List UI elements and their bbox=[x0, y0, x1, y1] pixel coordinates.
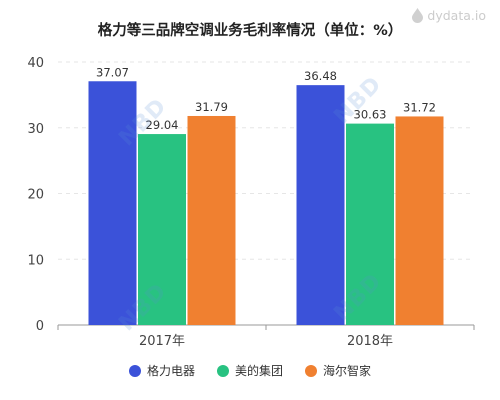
legend-item-gree[interactable]: 格力电器 bbox=[128, 362, 195, 379]
legend-marker bbox=[305, 364, 317, 377]
legend-marker bbox=[128, 364, 141, 377]
chart-title: 格力等三品牌空调业务毛利率情况（单位：%） bbox=[97, 23, 403, 39]
y-tick-label: 40 bbox=[27, 56, 44, 71]
data-label: 30.63 bbox=[354, 108, 387, 122]
bar bbox=[138, 134, 186, 325]
bar bbox=[296, 85, 345, 325]
x-tick-label: 2017年 bbox=[139, 334, 185, 349]
brand-logo: dydata.io bbox=[411, 8, 486, 23]
data-label: 37.07 bbox=[96, 65, 129, 79]
brand-text: dydata.io bbox=[427, 8, 486, 23]
data-label: 36.48 bbox=[304, 69, 337, 83]
y-tick-label: 30 bbox=[27, 122, 44, 137]
legend-label: 格力电器 bbox=[146, 364, 195, 378]
data-label: 31.79 bbox=[195, 100, 228, 114]
legend-label: 海尔智家 bbox=[323, 364, 372, 378]
bar bbox=[395, 116, 444, 325]
chart-legend: 格力电器 美的集团 海尔智家 bbox=[0, 362, 500, 379]
bar bbox=[88, 81, 137, 326]
data-label: 31.72 bbox=[403, 100, 436, 114]
data-label: 29.04 bbox=[146, 118, 179, 132]
droplet-icon bbox=[412, 8, 424, 23]
y-tick-label: 20 bbox=[27, 188, 44, 203]
y-tick-label: 0 bbox=[36, 319, 44, 334]
bar bbox=[187, 115, 236, 326]
legend-item-midea[interactable]: 美的集团 bbox=[216, 362, 283, 379]
legend-label: 美的集团 bbox=[234, 364, 283, 378]
bar bbox=[346, 123, 394, 325]
y-tick-label: 10 bbox=[27, 253, 44, 268]
legend-marker bbox=[216, 364, 229, 377]
x-tick-label: 2018年 bbox=[347, 334, 393, 349]
legend-item-haier[interactable]: 海尔智家 bbox=[305, 362, 371, 379]
